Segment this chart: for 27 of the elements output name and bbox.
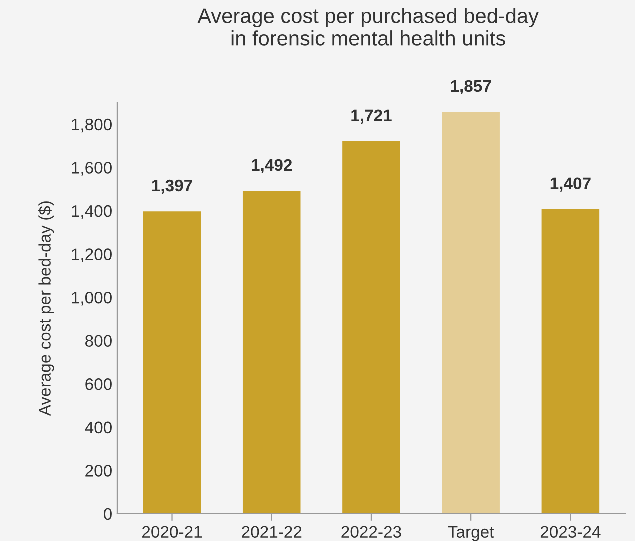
bar (542, 209, 600, 514)
data-label: 1,492 (252, 159, 292, 174)
y-tick-label: 400 (85, 422, 112, 434)
y-axis-title: Average cost per bed-day ($) (38, 202, 54, 416)
y-tick-label: 200 (86, 465, 112, 477)
y-tick-label: 1,600 (72, 162, 112, 176)
y-tick-label: 1,800 (72, 118, 112, 133)
bar (342, 142, 400, 514)
y-tick-label: 1,400 (72, 205, 112, 220)
bar (143, 212, 202, 514)
data-label: 1,397 (152, 180, 192, 194)
y-tick-label: 1,200 (72, 248, 112, 262)
bar (442, 112, 500, 514)
y-tick-label: 1,000 (72, 292, 112, 306)
data-label: 1,857 (451, 80, 492, 95)
data-label: 1,407 (550, 178, 591, 192)
y-tick-label: 600 (86, 378, 112, 390)
x-tick-label: 2021-22 (242, 526, 302, 538)
x-tick-label: 2020-21 (142, 526, 202, 538)
x-tick-label: 2023-24 (540, 526, 601, 538)
y-tick-label: 800 (86, 335, 112, 348)
y-tick-label: 0 (104, 508, 112, 520)
bar (242, 191, 301, 514)
x-tick-label: 2022-23 (342, 526, 402, 538)
x-tick-label: Target (448, 526, 494, 541)
chart-title: Average cost per purchased bed-day in forensic mental health units (198, 8, 539, 46)
data-label: 1,721 (352, 110, 392, 124)
